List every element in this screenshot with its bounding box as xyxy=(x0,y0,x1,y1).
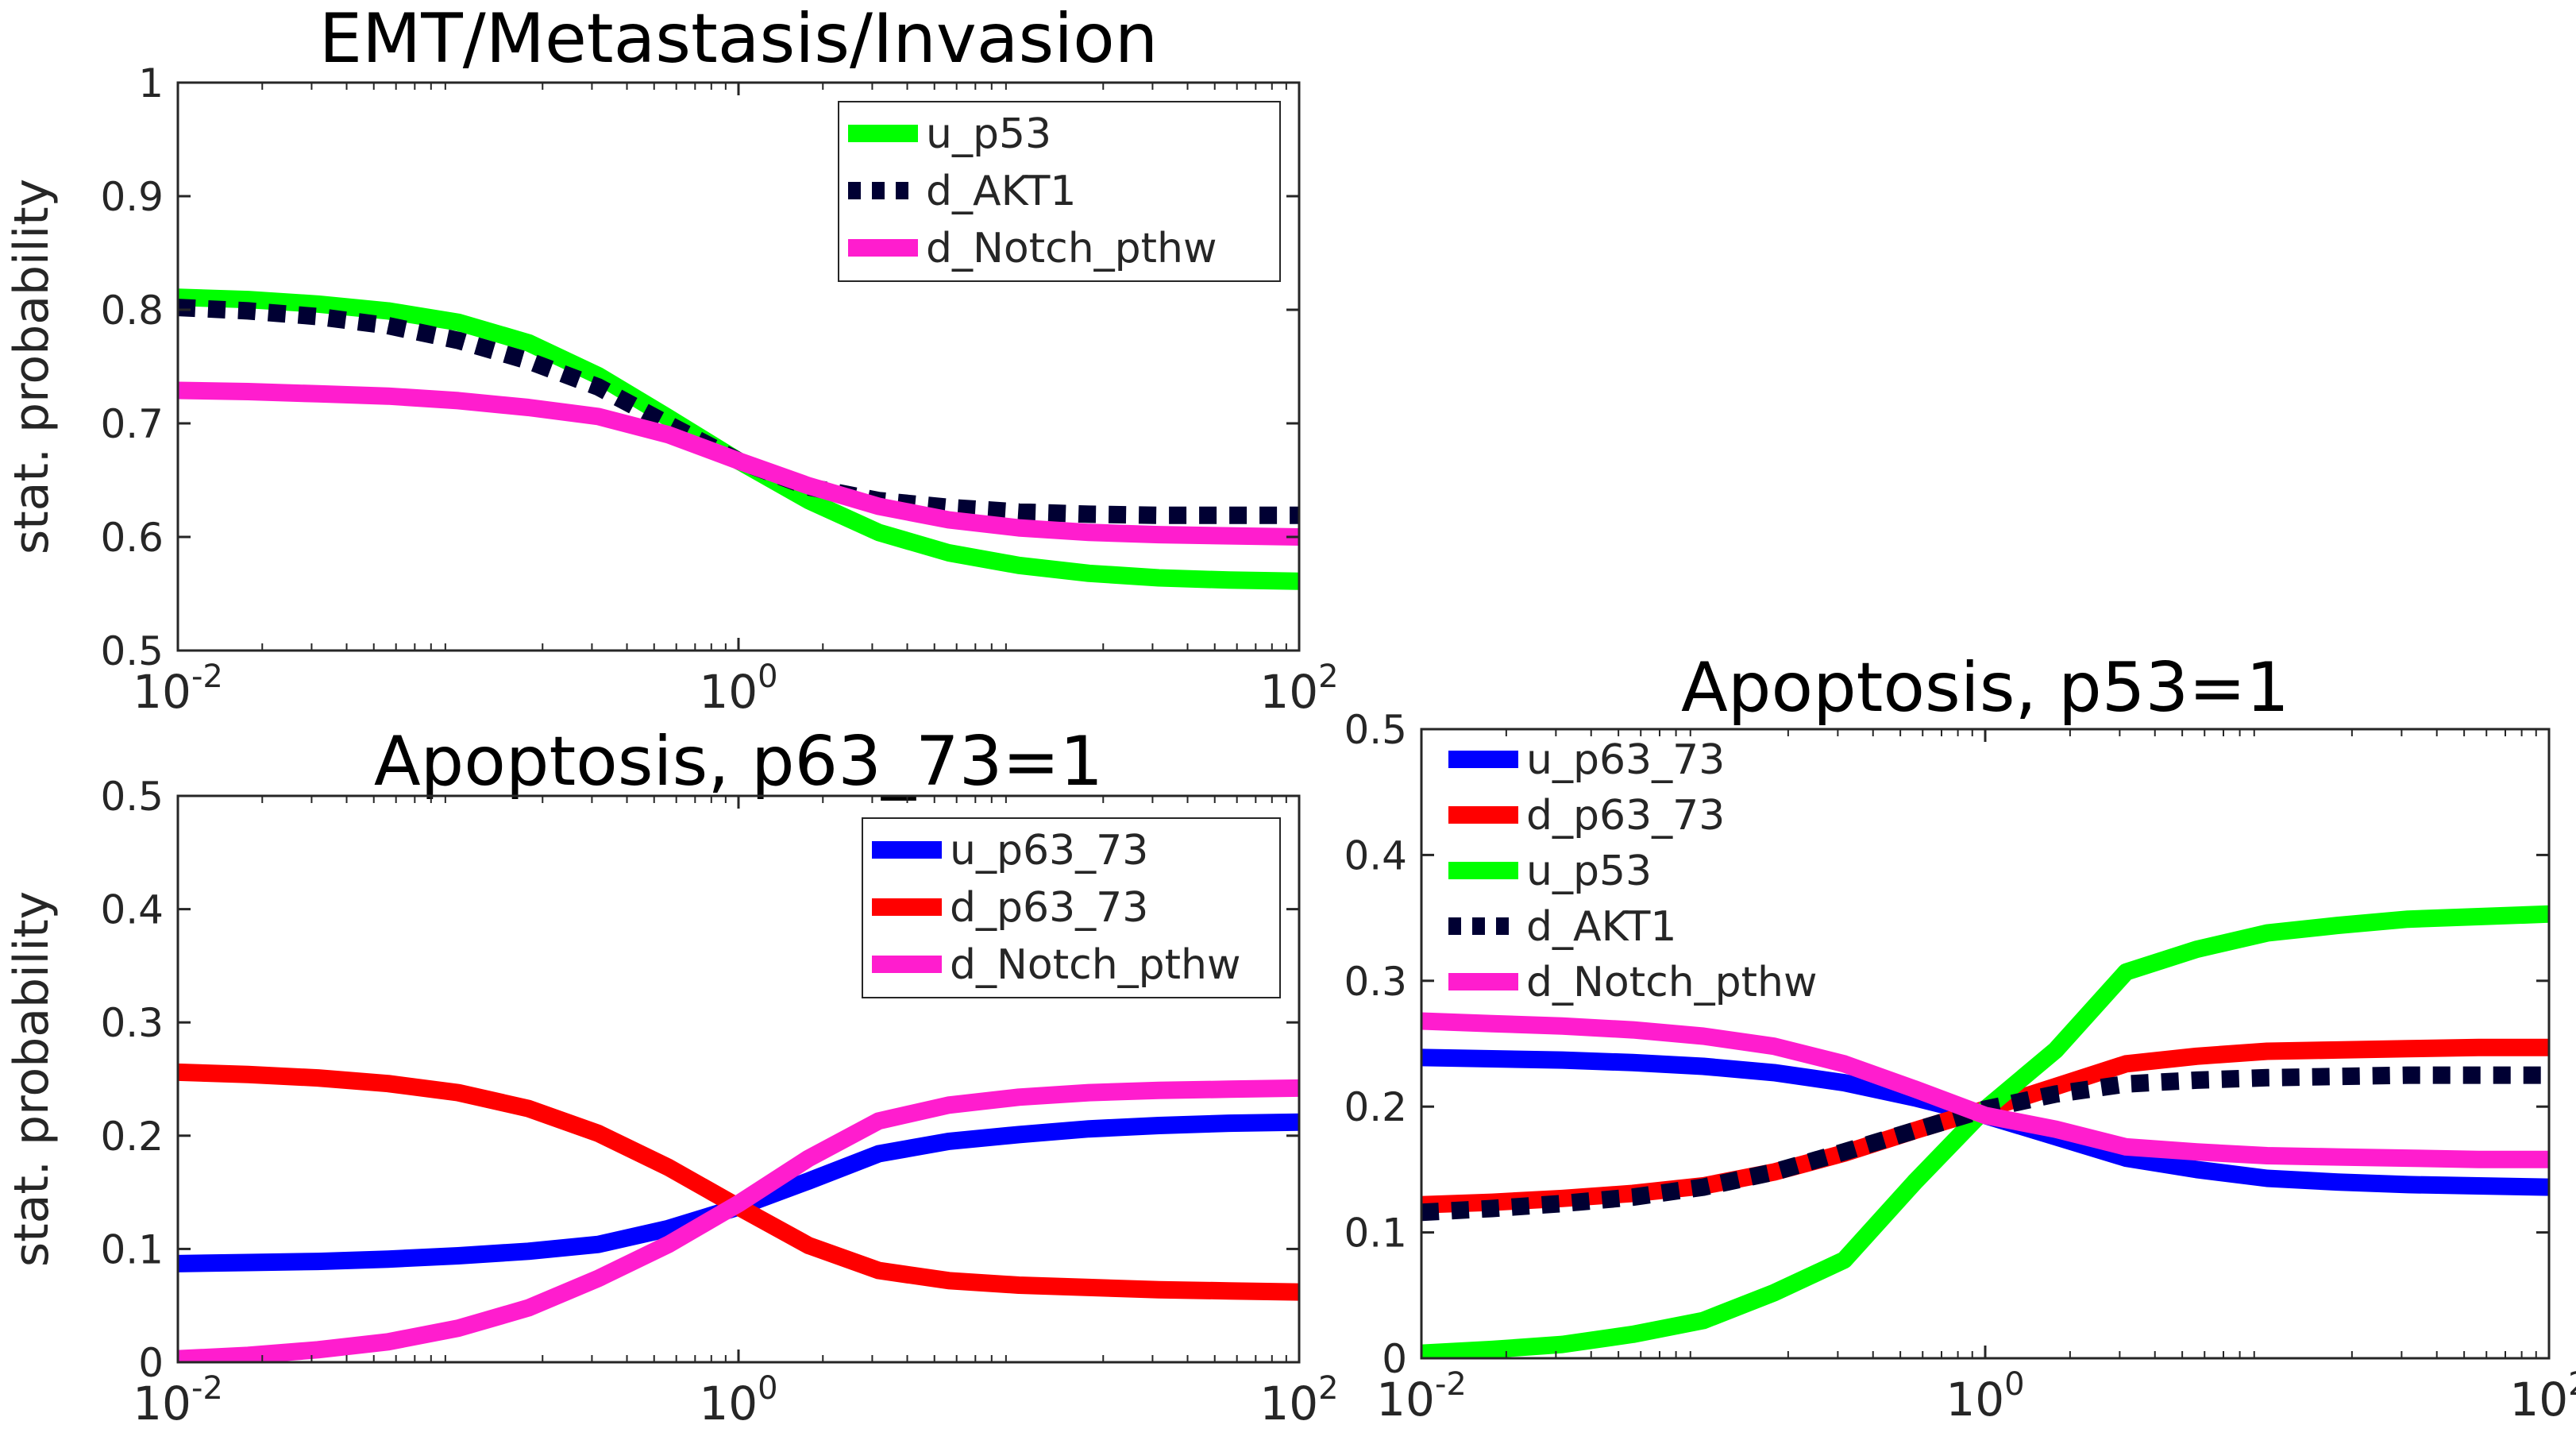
legend-label: d_Notch_pthw xyxy=(1526,959,1818,1006)
legend-label: u_p63_73 xyxy=(1526,736,1725,784)
legend-label: d_p63_73 xyxy=(950,884,1148,932)
legend-label: d_Notch_pthw xyxy=(926,225,1217,272)
y-axis-label: stat. probability xyxy=(4,179,60,554)
y-axis-label: stat. probability xyxy=(4,891,60,1267)
series-group xyxy=(178,288,1299,590)
y-tick-label: 0.8 xyxy=(100,288,164,334)
x-tick-label: 100 xyxy=(1945,1366,2024,1427)
y-tick-label: 0.5 xyxy=(1344,707,1407,753)
y-tick-label: 0.1 xyxy=(1344,1211,1407,1257)
legend: u_p53 d_AKT1 d_Notch_pthw xyxy=(838,101,1281,282)
x-tick-label: 10-2 xyxy=(1376,1366,1467,1427)
y-tick-label: 0.6 xyxy=(100,515,164,561)
y-tick-label: 1 xyxy=(138,60,164,106)
series-line-d_Notch_pthw xyxy=(178,1079,1299,1362)
series-line-d_Notch_pthw xyxy=(178,381,1299,546)
legend-label: u_p53 xyxy=(1526,848,1652,895)
y-tick-label: 0.2 xyxy=(1344,1084,1407,1130)
y-tick-label: 0 xyxy=(138,1340,164,1386)
y-tick-label: 0.5 xyxy=(100,628,164,674)
chart-2: Apoptosis, p63_73=1 stat. probability 0 0.1… xyxy=(4,722,1339,1431)
legend-label: d_p63_73 xyxy=(1526,792,1725,840)
y-tick-label: 0.4 xyxy=(100,887,164,933)
legend-label: d_AKT1 xyxy=(926,168,1077,215)
x-tick-label: 100 xyxy=(699,658,777,719)
y-tick-label: 0.4 xyxy=(1344,832,1407,878)
x-tick-label: 102 xyxy=(1259,1370,1338,1431)
y-tick-label: 0.1 xyxy=(100,1226,164,1272)
legend-label: u_p63_73 xyxy=(950,827,1148,875)
y-tick-label: 0.3 xyxy=(100,1000,164,1046)
chart-3: Apoptosis, p53=1 0 0.1 0.2 0.3 0.4 0.5 10-2 100 1… xyxy=(1344,648,2576,1427)
series-group xyxy=(178,1063,1299,1362)
series-line-d_Notch_pthw xyxy=(1421,1012,2549,1168)
x-tick-label: 102 xyxy=(2509,1366,2576,1427)
x-tick-label: 102 xyxy=(1259,658,1338,719)
chart-title: Apoptosis, p63_73=1 xyxy=(374,722,1103,801)
chart-1: EMT/Metastasis/Invasion stat. probability… xyxy=(4,0,1339,719)
x-tick-label: 10-2 xyxy=(133,658,223,719)
x-tick-label: 100 xyxy=(699,1370,777,1431)
y-tick-label: 0.7 xyxy=(100,401,164,447)
legend-label: d_AKT1 xyxy=(1526,903,1677,951)
chart-title: EMT/Metastasis/Invasion xyxy=(319,0,1159,79)
y-tick-label: 0.9 xyxy=(100,174,164,220)
y-tick-label: 0.3 xyxy=(1344,959,1407,1005)
x-tick-label: 10-2 xyxy=(133,1370,223,1431)
legend-label: d_Notch_pthw xyxy=(950,941,1241,989)
y-tick-label: 0 xyxy=(1382,1336,1407,1382)
legend: u_p63_73 d_p63_73 u_p53 d_AKT1 d_Notch_pthw xyxy=(1448,736,1818,1006)
legend-label: u_p53 xyxy=(926,110,1051,158)
chart-title: Apoptosis, p53=1 xyxy=(1681,648,2289,728)
y-tick-label: 0.2 xyxy=(100,1114,164,1160)
series-group xyxy=(1421,905,2549,1358)
legend: u_p63_73 d_p63_73 d_Notch_pthw xyxy=(862,817,1281,998)
y-tick-label: 0.5 xyxy=(100,774,164,820)
